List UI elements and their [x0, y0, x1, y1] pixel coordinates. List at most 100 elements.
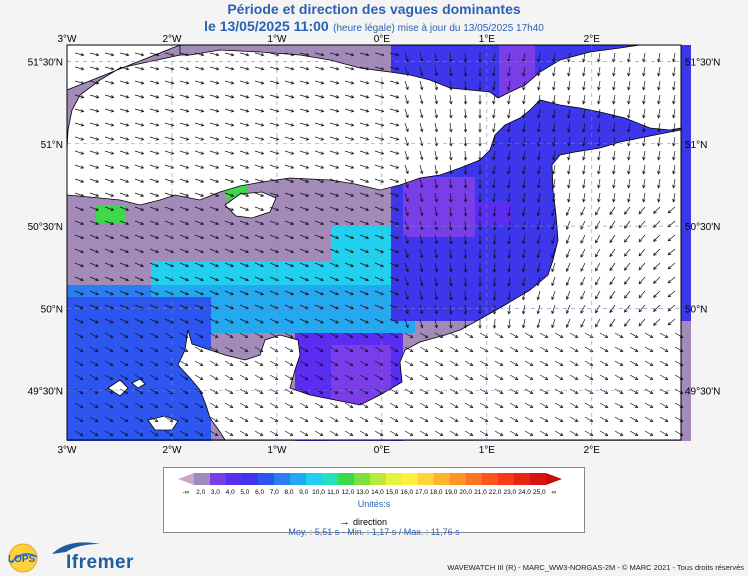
arrow-head [365, 291, 369, 296]
arrow-head [125, 207, 130, 211]
direction-arrow [638, 276, 646, 285]
field-cell [235, 261, 247, 273]
arrow-head [304, 418, 309, 422]
direction-arrow [595, 220, 601, 229]
field-cell [307, 369, 319, 381]
arrow-head [230, 52, 235, 57]
arrow-head [335, 123, 340, 127]
field-cell [343, 321, 355, 333]
arrow-head [574, 334, 579, 338]
field-cell [487, 273, 499, 285]
arrow-head [394, 362, 399, 366]
arrow-head [155, 81, 160, 85]
direction-arrow [314, 346, 323, 352]
arrow-head [492, 114, 496, 119]
direction-arrow [134, 318, 144, 324]
direction-arrow [569, 346, 578, 352]
direction-arrow [598, 164, 601, 174]
arrow-head [275, 137, 280, 141]
wave-map: 3°W3°W2°W2°W1°W1°W0°E0°E1°E1°E2°E2°E51°3… [28, 34, 721, 456]
arrow-head [395, 277, 399, 282]
field-cell [679, 93, 691, 105]
direction-arrow [164, 346, 173, 352]
direction-arrow [404, 430, 413, 436]
direction-arrow [254, 206, 264, 211]
direction-arrow [359, 136, 369, 141]
arrow-head [245, 263, 249, 268]
direction-arrow [508, 52, 511, 62]
field-cell [187, 213, 199, 225]
field-cell [139, 345, 151, 357]
arrow-head [275, 306, 279, 310]
field-cell [523, 153, 535, 165]
field-cell [355, 381, 367, 393]
arrow-head [185, 52, 190, 57]
arrow-head [80, 66, 85, 71]
arrow-head [320, 123, 325, 127]
arrow-head [155, 151, 160, 155]
field-cell [331, 261, 343, 273]
arrow-head [642, 58, 646, 63]
arrow-head [609, 267, 613, 272]
direction-arrow [89, 108, 99, 112]
arrow-head [259, 418, 264, 422]
direction-arrow [164, 402, 173, 408]
field-cell [307, 261, 319, 273]
direction-arrow [359, 360, 368, 366]
arrow-head [289, 334, 294, 338]
direction-arrow [314, 234, 324, 239]
arrow-head [95, 221, 100, 225]
direction-arrow [269, 332, 278, 338]
direction-arrow [224, 430, 233, 436]
direction-arrow [404, 178, 409, 188]
arrow-head [260, 320, 264, 324]
field-cell [475, 213, 487, 225]
direction-arrow [74, 178, 84, 183]
direction-arrow [179, 290, 189, 295]
arrow-head [350, 66, 355, 71]
direction-arrow [359, 374, 368, 380]
direction-arrow [568, 66, 571, 76]
arrow-head [567, 114, 571, 119]
direction-arrow [314, 360, 323, 366]
arrow-head [522, 114, 526, 119]
arrow-head [304, 432, 309, 436]
field-cell [319, 225, 331, 237]
direction-arrow [374, 332, 383, 338]
arrow-head [80, 320, 84, 324]
direction-arrow [419, 402, 428, 408]
direction-arrow [329, 304, 339, 310]
arrow-head [260, 66, 265, 71]
direction-arrow [224, 374, 233, 380]
arrow-head [334, 376, 339, 380]
field-cell [331, 285, 343, 297]
direction-arrow [224, 94, 234, 98]
direction-arrow [539, 430, 548, 436]
direction-arrow [609, 304, 616, 313]
arrow-head [478, 59, 482, 63]
arrow-head [319, 362, 324, 366]
arrow-head [653, 266, 657, 270]
direction-arrow [254, 276, 264, 281]
direction-arrow [284, 346, 293, 352]
direction-arrow [644, 388, 653, 394]
direction-arrow [374, 150, 384, 155]
arrow-head [420, 310, 424, 315]
direction-arrow [239, 206, 249, 211]
direction-arrow [449, 290, 452, 300]
arrow-head [624, 225, 628, 229]
field-cell [223, 297, 235, 309]
field-cell [559, 105, 571, 117]
arrow-head [420, 226, 424, 231]
direction-arrow [224, 318, 234, 324]
arrow-head [320, 263, 324, 268]
direction-arrow [493, 108, 496, 118]
direction-arrow [284, 206, 294, 211]
field-cell [427, 309, 439, 321]
arrow-head [420, 72, 424, 77]
arrow-head [185, 109, 190, 113]
direction-arrow [389, 290, 399, 295]
arrow-head [185, 291, 189, 296]
field-cell [307, 273, 319, 285]
arrow-head [110, 291, 114, 296]
